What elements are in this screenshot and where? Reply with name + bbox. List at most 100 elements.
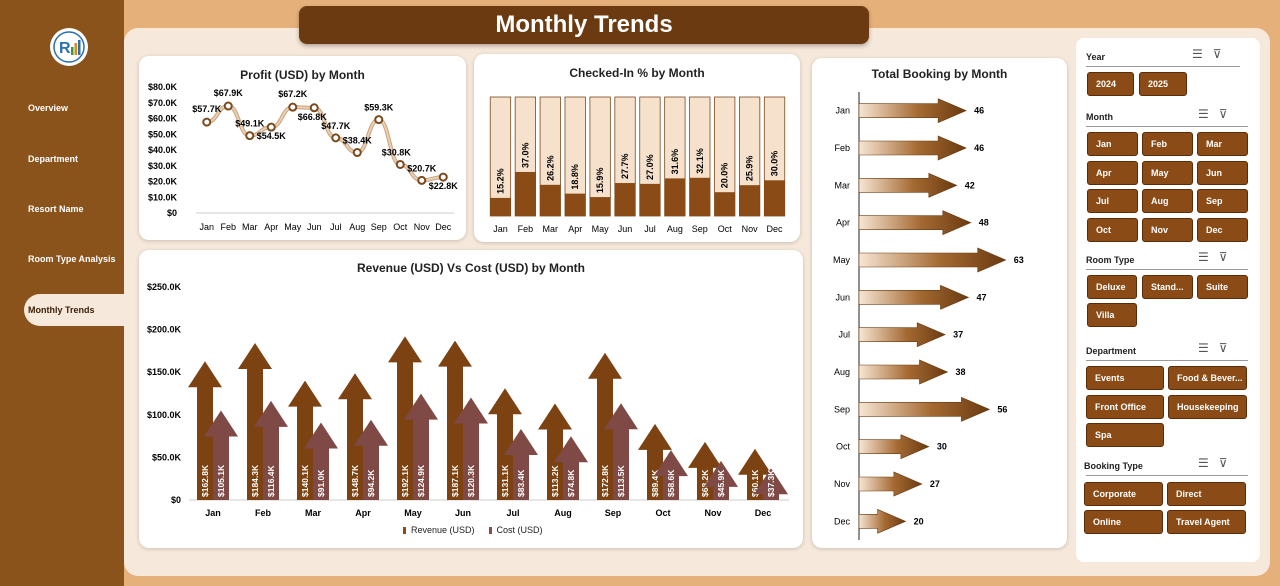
room-villa-button[interactable]: Villa [1087,303,1137,327]
month-dec-button[interactable]: Dec [1197,217,1248,242]
revenue-arrow-label: $148.7K [350,464,360,497]
dept-housekeeping-button[interactable]: Housekeeping [1168,395,1247,419]
profit-xtick: Aug [349,222,365,232]
room-suite-button[interactable]: Suite [1197,275,1248,299]
checkin-xtick: Oct [718,224,733,234]
checkin-chart-title: Checked-In % by Month [569,66,705,80]
checkin-bar [614,183,636,216]
revcost-xtick: Sep [605,508,622,518]
booking-data-label: 56 [997,404,1007,414]
multi-select-icon[interactable]: ☰ [1192,47,1203,61]
revenue-arrow [288,380,322,500]
month-oct-button[interactable]: Oct [1087,217,1138,242]
nav-department[interactable]: Department [28,154,79,164]
month-jun-button[interactable]: Jun [1197,160,1248,185]
month-apr-button[interactable]: Apr [1087,160,1138,185]
booking-arrow [858,135,967,161]
revenue-arrow [188,361,222,500]
checkin-data-label: 37.0% [520,142,530,168]
checkin-chart-card: Checked-In % by Month 15.2% Jan 37.0% Feb 26… [474,54,800,242]
clear-filter-icon[interactable]: ⊽ [1212,47,1222,61]
revenue-arrow-label: $131.1K [500,464,510,497]
checkin-data-label: 27.7% [620,154,630,180]
profit-xtick: Dec [435,222,452,232]
multi-select-icon[interactable]: ☰ [1198,341,1209,355]
cost-arrow [604,403,638,500]
dept-events-button[interactable]: Events [1086,366,1164,390]
checkin-data-label: 27.0% [645,154,655,180]
revenue-arrow-label: $172.8K [600,464,610,497]
revcost-ytick: $50.0K [152,452,182,462]
cost-arrow-label: $113.5K [616,464,626,497]
booking-arrow [858,284,970,310]
cost-arrow-label: $94.2K [366,469,376,497]
booking-ytick: Nov [834,479,851,489]
month-mar-button[interactable]: Mar [1197,132,1248,156]
page-title: Monthly Trends [299,6,869,44]
cost-arrow-label: $45.9K [716,469,726,497]
revenue-arrow [738,448,772,500]
revenue-arrow-label: $113.2K [550,464,560,497]
profit-chart-title: Profit (USD) by Month [240,68,365,82]
checkin-bar [515,171,536,216]
checkin-data-label: 25.9% [745,156,755,182]
profit-xtick: Nov [414,222,431,232]
clear-filter-icon[interactable]: ⊽ [1218,456,1228,470]
revcost-xtick: Mar [305,508,322,518]
profit-point [417,175,427,185]
booking-arrow [858,434,930,460]
month-sep-button[interactable]: Sep [1197,189,1248,213]
booking-travel-agent-button[interactable]: Travel Agent [1167,510,1246,534]
clear-filter-icon[interactable]: ⊽ [1218,250,1228,264]
dept-spa-button[interactable]: Spa [1086,423,1164,447]
checkin-data-label: 15.9% [595,168,605,194]
month-jul-button[interactable]: Jul [1087,189,1138,213]
checkin-xtick: Sep [692,224,708,234]
room-deluxe-button[interactable]: Deluxe [1087,275,1137,299]
booking-online-button[interactable]: Online [1084,510,1163,534]
month-may-button[interactable]: May [1142,160,1193,185]
month-nov-button[interactable]: Nov [1142,217,1193,242]
booking-data-label: 27 [930,479,940,489]
profit-data-label: $67.2K [278,89,308,99]
dept-front-office-button[interactable]: Front Office [1086,395,1164,419]
revenue-cost-legend: Revenue (USD) Cost (USD) [403,525,543,535]
year-2025-button[interactable]: 2025 [1139,72,1187,96]
profit-data-label: $54.5K [257,131,287,141]
cost-arrow [704,460,738,500]
profit-point [309,103,319,113]
multi-select-icon[interactable]: ☰ [1198,456,1209,470]
cost-arrow-label: $120.3K [466,464,476,497]
cost-arrow [354,419,388,500]
clear-filter-icon[interactable]: ⊽ [1218,107,1228,121]
checkin-bar [664,178,686,216]
checkin-xtick: Nov [742,224,759,234]
profit-ytick: $70.0K [148,98,178,108]
booking-corporate-button[interactable]: Corporate [1084,482,1163,506]
nav-resort-name[interactable]: Resort Name [28,204,84,214]
revenue-arrow [488,388,522,500]
month-feb-button[interactable]: Feb [1142,132,1193,156]
slicer-panel: Year ☰ ⊽ 2024 2025 Month ☰ ⊽ Jan Feb Mar Apr M… [1076,38,1260,562]
profit-data-label: $66.8K [298,112,328,122]
booking-type-slicer-label: Booking Type [1084,461,1143,471]
multi-select-icon[interactable]: ☰ [1198,250,1209,264]
multi-select-icon[interactable]: ☰ [1198,107,1209,121]
nav-monthly-trends[interactable]: Monthly Trends [24,294,142,326]
clear-filter-icon[interactable]: ⊽ [1218,341,1228,355]
dept-food-beverage-button[interactable]: Food & Bever... [1168,366,1247,390]
nav-room-type-analysis[interactable]: Room Type Analysis [28,254,116,264]
month-jan-button[interactable]: Jan [1087,132,1138,156]
booking-direct-button[interactable]: Direct [1167,482,1246,506]
month-aug-button[interactable]: Aug [1142,189,1193,213]
room-standard-button[interactable]: Stand... [1142,275,1193,299]
department-slicer-label: Department [1086,346,1137,356]
profit-point [352,148,362,158]
booking-arrow [858,210,972,236]
year-2024-button[interactable]: 2024 [1087,72,1134,96]
booking-chart: 46 Jan 46 Feb 42 Mar 48 Apr 63 May 47 Jun 37 Jul 38 Aug… [833,92,1024,540]
revenue-arrow-label: $60.1K [750,469,760,497]
booking-data-label: 30 [937,442,947,452]
nav-overview[interactable]: Overview [28,103,69,113]
booking-data-label: 20 [914,516,924,526]
